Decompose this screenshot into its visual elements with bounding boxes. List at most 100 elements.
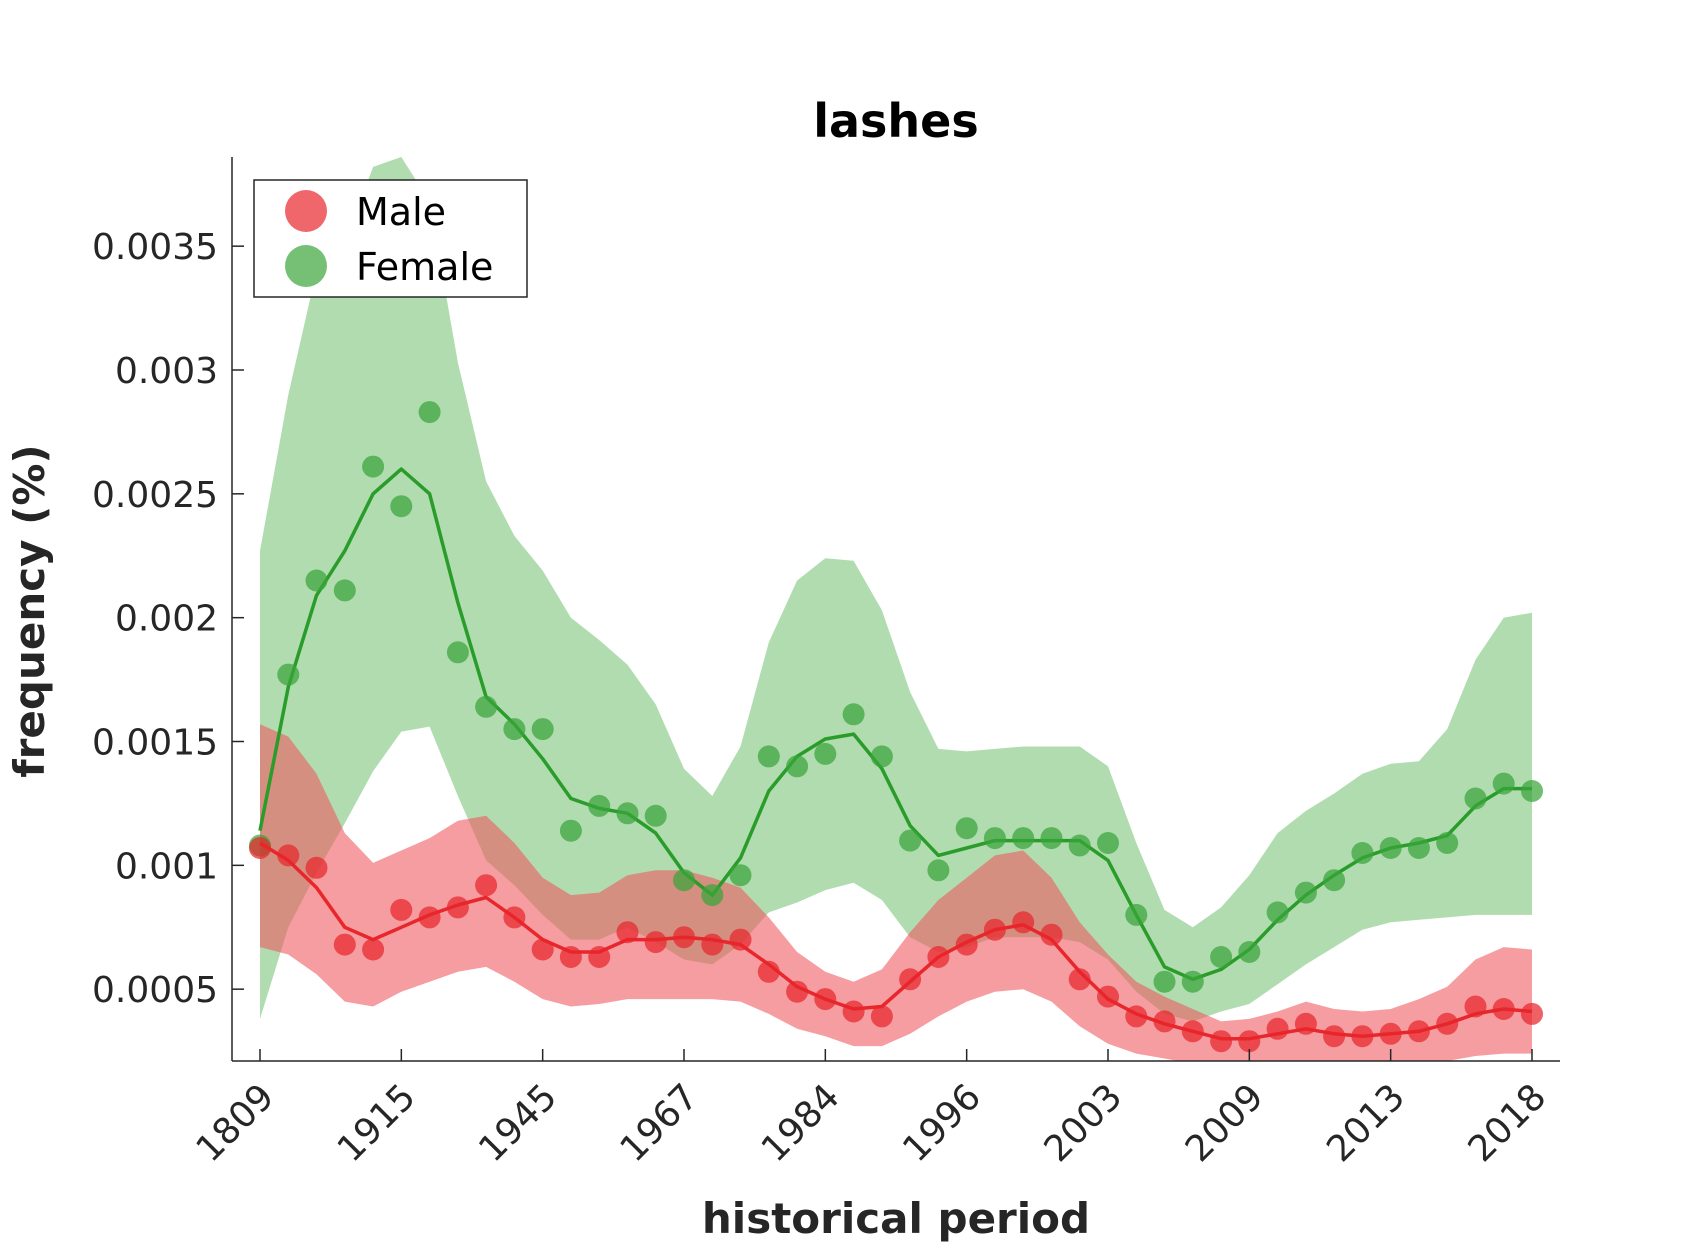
data-point-male bbox=[701, 933, 724, 956]
data-point-female bbox=[1521, 780, 1543, 802]
data-point-male bbox=[1407, 1020, 1430, 1043]
data-point-male bbox=[757, 960, 780, 983]
y-axis-label: frequency (%) bbox=[5, 444, 54, 777]
data-point-female bbox=[1097, 832, 1119, 854]
data-point-male bbox=[503, 906, 526, 929]
data-point-male bbox=[673, 926, 695, 949]
data-point-male bbox=[1294, 1012, 1317, 1035]
data-point-male bbox=[305, 856, 328, 879]
data-point-female bbox=[729, 864, 752, 887]
data-point-female bbox=[277, 663, 300, 686]
data-point-male bbox=[1351, 1025, 1374, 1048]
data-point-female bbox=[418, 401, 441, 424]
data-point-female bbox=[588, 794, 611, 817]
data-point-male bbox=[1266, 1017, 1289, 1040]
x-tick-label: 1915 bbox=[330, 1076, 424, 1170]
data-point-female bbox=[927, 859, 950, 882]
data-point-female bbox=[1407, 837, 1430, 859]
data-point-female bbox=[1294, 881, 1317, 904]
data-point-male bbox=[1040, 923, 1063, 946]
y-tick-label: 0.001 bbox=[115, 846, 218, 887]
y-tick-label: 0.0005 bbox=[92, 970, 218, 1011]
data-point-female bbox=[1492, 772, 1515, 795]
data-point-female bbox=[673, 869, 695, 892]
data-point-male bbox=[1153, 1010, 1176, 1033]
chart-title: lashes bbox=[813, 94, 979, 148]
data-point-female bbox=[390, 495, 413, 518]
data-point-male bbox=[390, 898, 413, 921]
y-tick-label: 0.002 bbox=[115, 599, 218, 640]
data-point-female bbox=[446, 641, 469, 664]
data-point-male bbox=[249, 837, 271, 859]
data-point-male bbox=[814, 988, 837, 1011]
legend-marker-female bbox=[285, 245, 327, 287]
data-point-female bbox=[1153, 970, 1176, 993]
data-point-male bbox=[1379, 1022, 1402, 1045]
data-point-female bbox=[616, 802, 639, 825]
data-point-male bbox=[1436, 1012, 1459, 1035]
data-point-female bbox=[842, 703, 865, 726]
data-point-female bbox=[362, 455, 385, 478]
data-point-female bbox=[1125, 903, 1148, 926]
data-point-female bbox=[531, 718, 554, 741]
data-point-female bbox=[1351, 842, 1374, 864]
band-female bbox=[260, 157, 1532, 1022]
data-point-male bbox=[1125, 1005, 1148, 1028]
x-tick-label: 1996 bbox=[895, 1076, 989, 1170]
plot-area bbox=[249, 157, 1543, 1061]
data-point-male bbox=[277, 844, 300, 867]
data-point-male bbox=[531, 938, 554, 961]
legend-label-male: Male bbox=[356, 190, 446, 234]
data-point-male bbox=[927, 946, 950, 968]
data-point-male bbox=[559, 946, 582, 968]
x-tick-label: 1945 bbox=[471, 1076, 565, 1170]
data-point-female bbox=[786, 755, 809, 778]
data-point-female bbox=[644, 804, 667, 827]
data-point-male bbox=[1097, 985, 1119, 1008]
data-point-male bbox=[1181, 1020, 1204, 1043]
x-tick-label: 1984 bbox=[754, 1076, 848, 1170]
data-point-male bbox=[983, 918, 1006, 941]
legend-marker-male bbox=[285, 190, 327, 232]
data-point-male bbox=[955, 933, 978, 956]
data-point-female bbox=[1012, 827, 1035, 850]
data-point-female bbox=[1464, 787, 1487, 810]
data-point-male bbox=[729, 928, 752, 951]
x-axis-label: historical period bbox=[702, 1194, 1090, 1243]
data-point-female bbox=[899, 829, 922, 852]
band-male bbox=[260, 724, 1532, 1061]
legend: Male Female bbox=[253, 179, 528, 298]
data-point-male bbox=[870, 1005, 893, 1028]
data-point-female bbox=[1436, 832, 1459, 854]
data-point-male bbox=[644, 931, 667, 954]
data-point-female bbox=[1238, 941, 1261, 963]
data-point-female bbox=[305, 569, 328, 592]
y-tick-label: 0.0035 bbox=[92, 227, 218, 268]
data-point-female bbox=[757, 745, 780, 768]
data-point-female bbox=[475, 695, 498, 718]
data-point-male bbox=[786, 980, 809, 1003]
data-point-female bbox=[701, 884, 724, 907]
data-point-female bbox=[814, 742, 837, 765]
data-point-female bbox=[1068, 834, 1091, 857]
data-point-male bbox=[1012, 911, 1035, 934]
data-point-male bbox=[1521, 1002, 1543, 1025]
x-tick-label: 2018 bbox=[1461, 1076, 1555, 1170]
data-point-female bbox=[333, 579, 356, 602]
data-point-female bbox=[955, 817, 978, 840]
y-tick-label: 0.003 bbox=[115, 351, 218, 392]
x-tick-label: 2009 bbox=[1178, 1076, 1272, 1170]
data-point-male bbox=[362, 938, 385, 961]
data-point-male bbox=[842, 1000, 865, 1023]
data-point-male bbox=[446, 896, 469, 919]
data-point-female bbox=[983, 827, 1006, 850]
data-point-male bbox=[1210, 1030, 1233, 1053]
data-point-male bbox=[1323, 1025, 1346, 1048]
x-tick-label: 1809 bbox=[189, 1076, 283, 1170]
data-point-male bbox=[616, 921, 639, 944]
data-point-male bbox=[899, 968, 922, 991]
data-point-male bbox=[418, 906, 441, 929]
trend-line-male bbox=[259, 841, 1533, 1041]
x-tick-label: 1967 bbox=[613, 1076, 707, 1170]
